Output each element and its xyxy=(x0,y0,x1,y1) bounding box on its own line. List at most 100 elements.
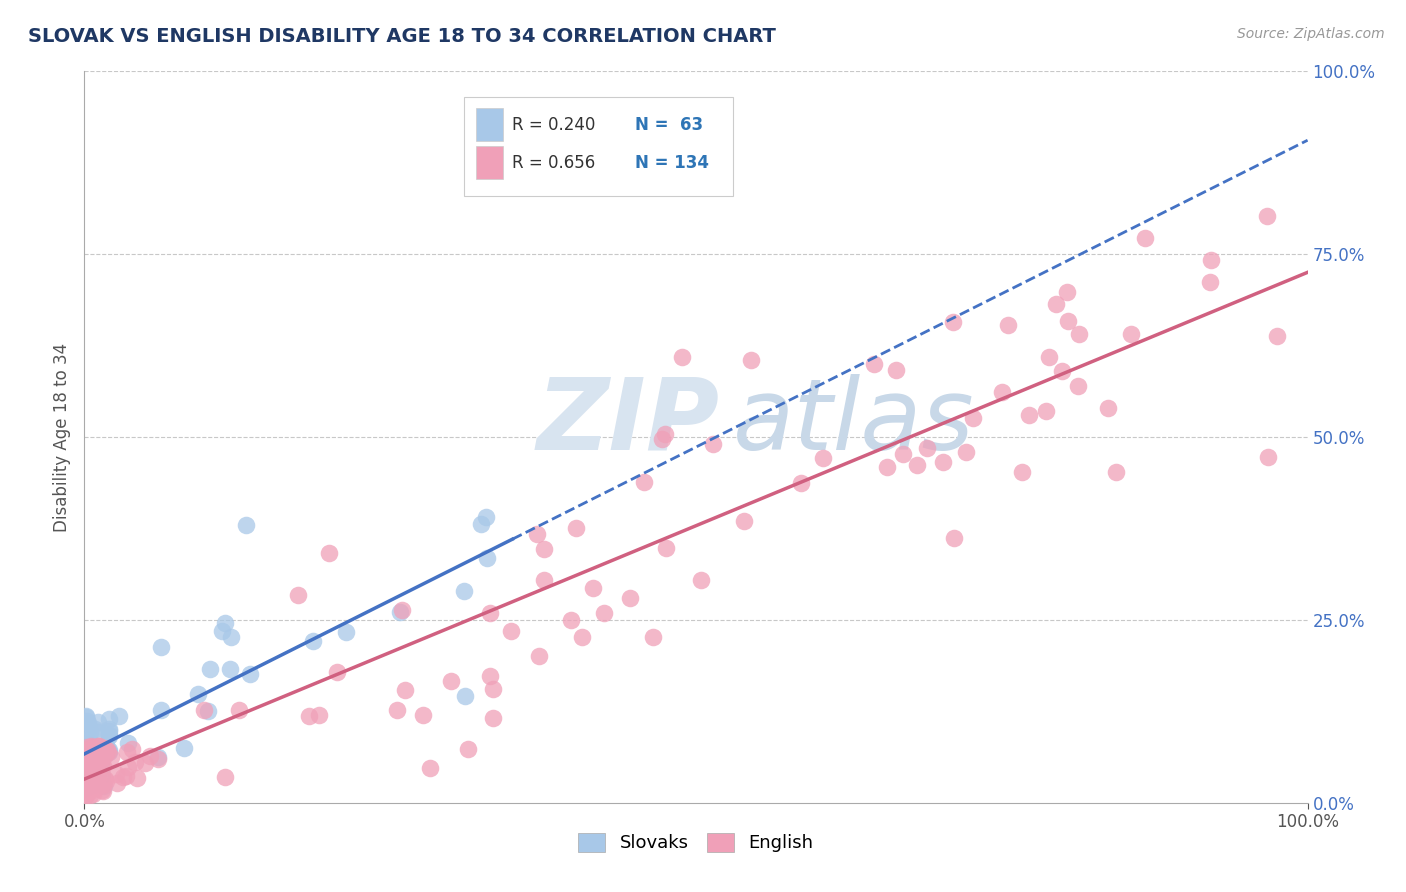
Point xyxy=(391,603,413,617)
Point xyxy=(470,516,492,531)
Point xyxy=(90,755,112,769)
Point xyxy=(79,721,101,735)
Point xyxy=(107,776,129,790)
Point xyxy=(501,624,523,639)
Point xyxy=(997,318,1019,332)
Point xyxy=(97,724,120,739)
Point xyxy=(80,771,103,785)
Point xyxy=(94,774,117,789)
Point xyxy=(1067,379,1090,393)
Point xyxy=(87,739,110,753)
Point xyxy=(91,759,114,773)
Point xyxy=(214,770,236,784)
Point xyxy=(97,730,120,744)
Point xyxy=(96,741,118,756)
Point xyxy=(86,780,108,795)
Point xyxy=(79,780,101,795)
Point xyxy=(1056,314,1078,328)
Point xyxy=(86,759,108,773)
Point xyxy=(942,531,965,545)
Point xyxy=(1257,450,1279,464)
Point xyxy=(79,757,101,772)
Point xyxy=(641,630,664,644)
Point xyxy=(76,761,98,775)
Point xyxy=(991,384,1014,399)
Text: SLOVAK VS ENGLISH DISABILITY AGE 18 TO 34 CORRELATION CHART: SLOVAK VS ENGLISH DISABILITY AGE 18 TO 3… xyxy=(28,27,776,45)
Point xyxy=(478,669,501,683)
Point xyxy=(1018,408,1040,422)
Point xyxy=(419,761,441,775)
Point xyxy=(79,724,101,739)
Point xyxy=(1121,326,1143,341)
Point xyxy=(75,776,97,790)
Point xyxy=(1035,403,1057,417)
Point xyxy=(97,722,120,736)
Point xyxy=(533,542,555,557)
Point xyxy=(104,766,127,780)
Point xyxy=(82,743,104,757)
Point xyxy=(1050,364,1073,378)
Point xyxy=(482,711,505,725)
Point xyxy=(453,583,475,598)
Point xyxy=(94,747,117,762)
Text: N =  63: N = 63 xyxy=(636,116,703,134)
Point xyxy=(79,774,101,789)
Point xyxy=(633,475,655,490)
Point xyxy=(187,687,209,701)
Point xyxy=(80,740,103,755)
Point xyxy=(671,350,693,364)
Point xyxy=(193,702,215,716)
Point xyxy=(905,458,928,472)
Point xyxy=(481,682,503,697)
Point xyxy=(80,772,103,787)
Point xyxy=(75,763,97,777)
Point xyxy=(80,756,103,770)
Text: R = 0.240: R = 0.240 xyxy=(513,116,596,134)
Point xyxy=(1256,209,1278,223)
Point xyxy=(87,753,110,767)
Point xyxy=(942,315,965,329)
Point xyxy=(76,755,98,769)
Point xyxy=(863,357,886,371)
Point xyxy=(134,756,156,770)
Point xyxy=(87,724,110,739)
Point xyxy=(75,789,97,803)
Point xyxy=(221,630,243,644)
Point xyxy=(76,771,98,785)
Point xyxy=(75,788,97,802)
Point xyxy=(93,779,115,793)
Point xyxy=(79,776,101,790)
Point xyxy=(1199,253,1222,268)
Point xyxy=(89,739,111,753)
Point xyxy=(1067,326,1090,341)
Point xyxy=(96,742,118,756)
Point xyxy=(475,510,498,524)
Point xyxy=(80,739,103,753)
Point xyxy=(75,709,97,723)
Point xyxy=(87,770,110,784)
Point xyxy=(1265,329,1288,343)
Point xyxy=(1056,285,1078,299)
Point xyxy=(239,667,262,681)
Point xyxy=(121,741,143,756)
Text: Source: ZipAtlas.com: Source: ZipAtlas.com xyxy=(1237,27,1385,41)
Point xyxy=(76,714,98,728)
Point xyxy=(117,760,139,774)
Point xyxy=(533,573,555,587)
Point xyxy=(308,707,330,722)
Point xyxy=(287,588,309,602)
Point xyxy=(318,546,340,560)
Point xyxy=(740,353,762,368)
Point xyxy=(335,625,357,640)
Point xyxy=(733,514,755,528)
Point xyxy=(91,783,114,797)
Point xyxy=(479,606,502,620)
Point xyxy=(76,732,98,747)
Point xyxy=(79,753,101,767)
Point xyxy=(932,455,955,469)
Point xyxy=(86,755,108,769)
Text: ZIP: ZIP xyxy=(537,374,720,471)
Point xyxy=(385,702,408,716)
Point xyxy=(139,748,162,763)
Point xyxy=(75,773,97,788)
